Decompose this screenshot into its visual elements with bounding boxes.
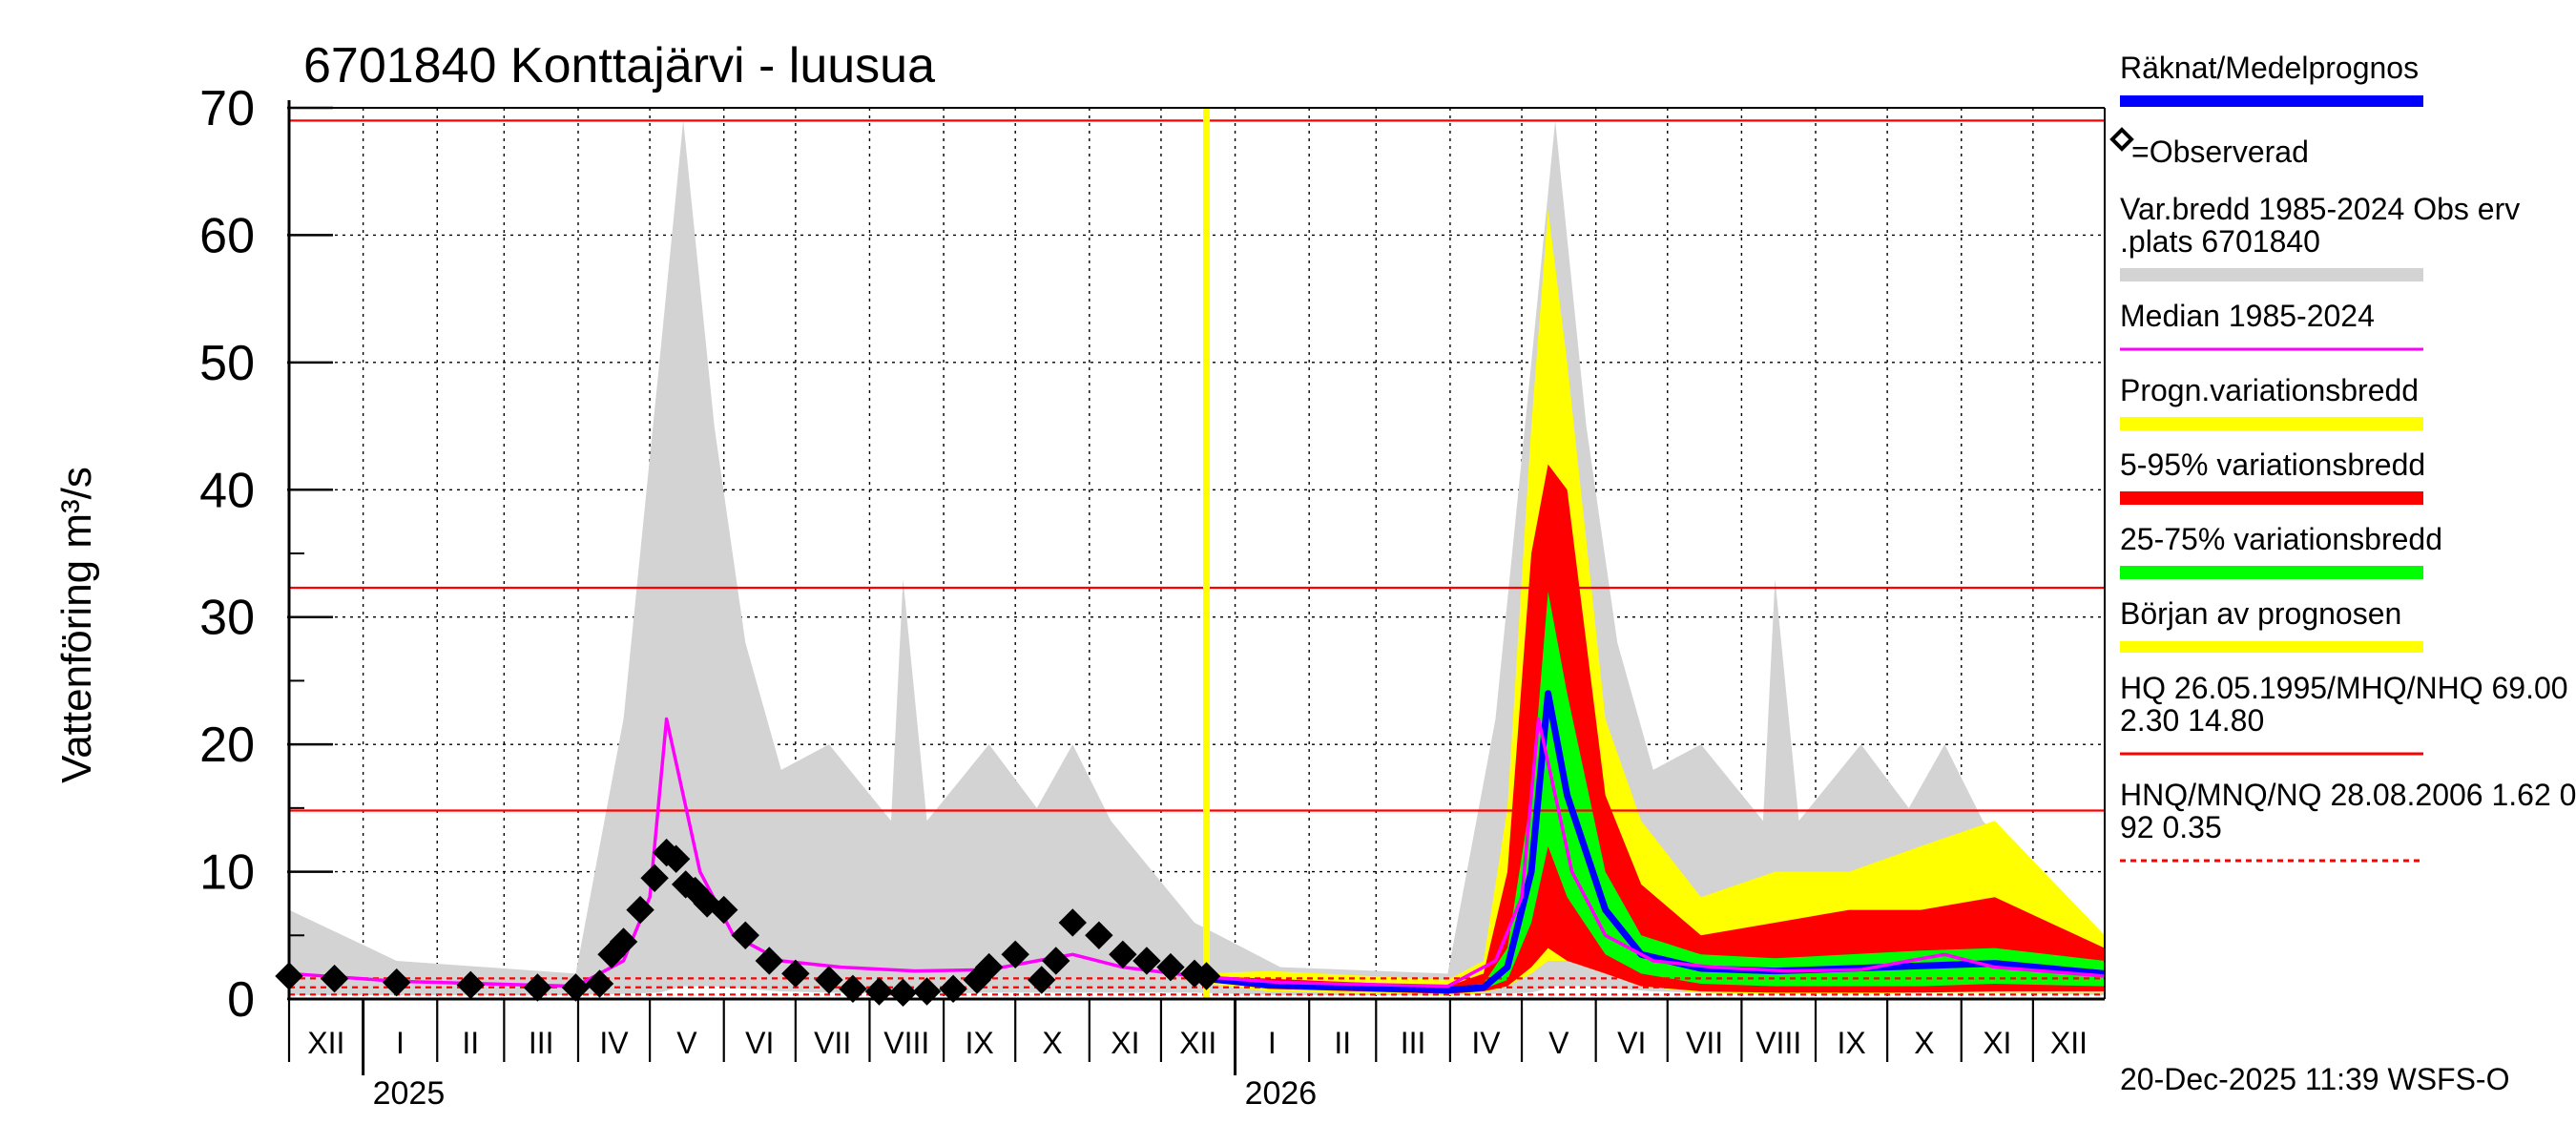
x-month-label: VII: [1686, 1026, 1723, 1060]
x-month-label: II: [462, 1026, 479, 1060]
observed-point: [755, 947, 784, 975]
band-var-bredd-1985-2024: [289, 120, 2105, 995]
band-progn-variationsbredd: [1206, 209, 2105, 995]
footer-timestamp: 20-Dec-2025 11:39 WSFS-O: [2120, 1062, 2509, 1096]
observed-point: [561, 973, 591, 1002]
observed-point: [731, 921, 759, 949]
y-tick-label: 60: [199, 208, 255, 263]
observed-point: [974, 952, 1004, 982]
legend-observed-diamond: [2109, 127, 2134, 152]
legend-label-b-rjan-av-prognosen: Början av prognosen: [2120, 596, 2401, 631]
y-tick-label: 70: [199, 81, 255, 136]
observed-point: [1192, 962, 1221, 990]
legend-label-observed: =Observerad: [2131, 135, 2309, 169]
legend-label-median-1985-2024: Median 1985-2024: [2120, 299, 2375, 333]
x-year-label: 2026: [1245, 1075, 1318, 1112]
variation-bands: [289, 120, 2105, 995]
x-month-label: IX: [1837, 1026, 1865, 1060]
observed-point: [1058, 908, 1088, 937]
y-tick-label: 30: [199, 591, 255, 646]
observed-point: [609, 927, 638, 956]
x-month-label: XI: [1983, 1026, 2011, 1060]
observed-point: [1001, 940, 1029, 969]
observed-point: [1028, 966, 1056, 994]
x-month-label: I: [396, 1026, 405, 1060]
x-month-label: III: [529, 1026, 554, 1060]
y-tick-label: 40: [199, 463, 255, 518]
observed-point: [1109, 940, 1137, 969]
x-month-label: XII: [2050, 1026, 2088, 1060]
reference-lines: [289, 108, 2105, 999]
observed-point: [1156, 952, 1185, 982]
x-month-label: VIII: [883, 1026, 929, 1060]
observed-point: [781, 959, 810, 989]
observed-point: [640, 864, 669, 892]
series-line-r-knat-medelprognos: [1206, 690, 2106, 994]
x-month-label: IX: [966, 1026, 994, 1060]
x-month-label: VI: [1617, 1026, 1646, 1060]
x-month-label: V: [1548, 1026, 1569, 1060]
observed-point: [710, 895, 738, 925]
x-month-label: X: [1042, 1026, 1062, 1060]
observed-point: [839, 974, 867, 1004]
observed-point: [1085, 921, 1113, 949]
legend-label-var-bredd-1985-2024-obs-erv-plats-6701840: .plats 6701840: [2120, 224, 2320, 259]
x-month-label: X: [1914, 1026, 1934, 1060]
observed-point: [661, 844, 691, 873]
observed-point: [1042, 947, 1070, 975]
x-month-label: XI: [1111, 1026, 1139, 1060]
x-month-label: II: [1334, 1026, 1351, 1060]
x-month-label: VIII: [1755, 1026, 1801, 1060]
observed-point: [626, 895, 654, 925]
legend-label-var-bredd-1985-2024-obs-erv-plats-6701840: Var.bredd 1985-2024 Obs erv: [2120, 192, 2520, 226]
band-25-75-variationsbredd: [1206, 592, 2105, 991]
x-month-label: VI: [745, 1026, 774, 1060]
legend-label-hq-26-05-1995-mhq-nhq-69-00-32-30-14-80: 2.30 14.80: [2120, 703, 2264, 738]
observed-point: [585, 969, 614, 998]
x-month-label: IV: [599, 1026, 629, 1060]
y-tick-label: 10: [199, 845, 255, 901]
y-tick-label: 0: [227, 972, 255, 1028]
observed-point: [1132, 947, 1161, 975]
observed-point: [320, 964, 349, 993]
x-month-label: I: [1268, 1026, 1277, 1060]
x-month-label: IV: [1471, 1026, 1501, 1060]
observed-point: [939, 974, 967, 1004]
x-month-label: XII: [1179, 1026, 1216, 1060]
x-year-label: 2025: [373, 1075, 446, 1112]
chart-title: 6701840 Konttajärvi - luusua: [303, 38, 935, 94]
legend-label-5-95-variationsbredd: 5-95% variationsbredd: [2120, 448, 2425, 482]
x-month-label: XII: [307, 1026, 344, 1060]
x-month-label: III: [1401, 1026, 1426, 1060]
y-axis-label: Vattenföring m³/s: [53, 467, 100, 783]
observed-point: [523, 973, 552, 1002]
y-tick-label: 20: [199, 718, 255, 773]
legend-label-hq-26-05-1995-mhq-nhq-69-00-32-30-14-80: HQ 26.05.1995/MHQ/NHQ 69.00 3: [2120, 671, 2576, 705]
y-tick-label: 50: [199, 336, 255, 391]
legend-label-25-75-variationsbredd: 25-75% variationsbredd: [2120, 522, 2442, 556]
legend-label-hnq-mnq-nq-28-08-2006-1-62-0-92-0-35: 92 0.35: [2120, 810, 2222, 844]
legend-label-hnq-mnq-nq-28-08-2006-1-62-0-92-0-35: HNQ/MNQ/NQ 28.08.2006 1.62 0.: [2120, 778, 2576, 812]
legend-label-r-knat-medelprognos: Räknat/Medelprognos: [2120, 51, 2419, 85]
legend: Räknat/Medelprognos =Observerad Var.bredd …: [2109, 51, 2576, 863]
x-month-label: VII: [814, 1026, 851, 1060]
observed-point: [382, 968, 411, 997]
band-5-95-variationsbredd: [1206, 464, 2105, 994]
legend-label-progn-variationsbredd: Progn.variationsbredd: [2120, 373, 2419, 407]
x-month-label: V: [676, 1026, 697, 1060]
observed-point: [815, 966, 843, 994]
